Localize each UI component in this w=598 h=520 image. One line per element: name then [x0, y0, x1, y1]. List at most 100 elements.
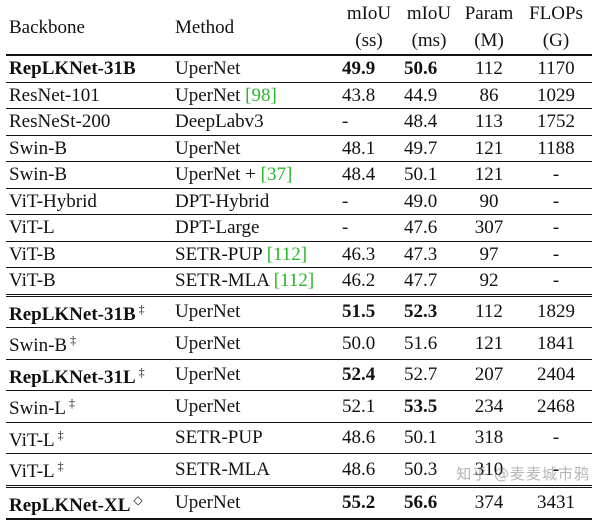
- header-miou-ss-top: mIoU: [346, 3, 392, 24]
- cell-param: 121: [458, 327, 520, 359]
- cell-backbone: Swin-B: [6, 134, 172, 162]
- cell-miou-ss: 48.4: [338, 161, 400, 188]
- method-name: UperNet: [175, 395, 241, 417]
- cell-flops: 1752: [520, 108, 592, 135]
- cell-miou-ss: -: [338, 108, 400, 135]
- table-row: ViT-L ‡ SETR-MLA 48.6 50.3 310-: [6, 453, 592, 486]
- cell-method: SETR-PUP: [172, 421, 338, 454]
- citation-link[interactable]: [112]: [266, 243, 308, 265]
- table-row: ViT-B SETR-PUP [112] 46.3 47.3 97-: [6, 240, 592, 268]
- cell-flops: 2404: [520, 358, 592, 391]
- cell-param: 86: [458, 81, 520, 109]
- cell-method: UperNet: [172, 293, 338, 328]
- backbone-name: Swin-B: [9, 137, 68, 159]
- citation-link[interactable]: [37]: [260, 164, 293, 185]
- cell-backbone: RepLKNet-31B ‡: [6, 293, 172, 328]
- cell-backbone: Swin-L ‡: [6, 390, 172, 422]
- cell-miou-ms: 56.6: [400, 484, 458, 520]
- backbone-name: RepLKNet-XL: [9, 494, 131, 516]
- table-row: ViT-L DPT-Large -47.6 307-: [6, 214, 592, 241]
- cell-backbone: ViT-B: [6, 267, 172, 295]
- citation-link[interactable]: [98]: [245, 84, 277, 106]
- cell-flops: 1029: [520, 81, 592, 109]
- table-row: RepLKNet-31B UperNet 49.9 50.6 112 1170: [6, 54, 592, 82]
- cell-miou-ms: 49.0: [400, 187, 458, 215]
- cell-flops: 1829: [520, 293, 592, 328]
- method-name: DeepLabv3: [175, 111, 264, 132]
- cell-miou-ss: 55.2: [338, 484, 400, 520]
- cell-method: UperNet + [37]: [172, 161, 338, 188]
- cell-flops: 2468: [520, 390, 592, 422]
- cell-param: 121: [458, 134, 520, 162]
- cell-miou-ss: 46.3: [338, 240, 400, 268]
- cell-param: 307: [458, 214, 520, 241]
- table-row: Swin-L ‡ UperNet 52.1 53.5 234 2468: [6, 390, 592, 422]
- header-backbone: Backbone: [9, 16, 85, 38]
- cell-miou-ms: 52.3: [400, 293, 458, 328]
- backbone-name: Swin-B: [9, 164, 68, 185]
- header-param-bottom: (M): [474, 30, 504, 51]
- cell-method: UperNet: [172, 484, 338, 520]
- method-name: DPT-Large: [175, 217, 260, 238]
- method-name: UperNet: [175, 301, 241, 322]
- cell-backbone: ResNet-101: [6, 81, 172, 109]
- cell-miou-ss: 49.9: [338, 54, 400, 82]
- cell-backbone: RepLKNet-XL ◇: [6, 484, 172, 520]
- header-row-bottom: (ss) (ms) (M) (G): [6, 27, 592, 55]
- header-miou-ss-bottom: (ss): [355, 30, 383, 51]
- cell-flops: 1188: [520, 134, 592, 162]
- cell-method: SETR-MLA [112]: [172, 267, 338, 295]
- backbone-name: RepLKNet-31B: [9, 58, 136, 79]
- cell-miou-ss: 52.4: [338, 358, 400, 391]
- cell-flops: -: [520, 240, 592, 268]
- backbone-name: Swin-B: [9, 335, 68, 356]
- cell-method: UperNet: [172, 134, 338, 162]
- table-row: Swin-B ‡ UperNet 50.0 51.6 121 1841: [6, 327, 592, 359]
- table-row: ViT-B SETR-MLA [112] 46.2 47.7 92-: [6, 267, 592, 295]
- cell-miou-ms: 50.3: [400, 453, 458, 486]
- cell-param: 113: [458, 108, 520, 135]
- method-name: UperNet: [175, 137, 241, 159]
- backbone-name: ResNet-101: [9, 84, 100, 106]
- table-row: Swin-B UperNet 48.1 49.7 121 1188: [6, 134, 592, 162]
- cell-method: UperNet: [172, 54, 338, 82]
- citation-link[interactable]: [112]: [273, 270, 315, 291]
- table-row: ViT-L ‡ SETR-PUP 48.6 50.1 318-: [6, 421, 592, 454]
- cell-param: 112: [458, 293, 520, 328]
- header-param-top: Param: [464, 3, 514, 24]
- cell-backbone: ViT-L ‡: [6, 421, 172, 454]
- cell-miou-ms: 47.3: [400, 240, 458, 268]
- method-name: SETR-PUP: [175, 427, 263, 448]
- cell-backbone: ViT-Hybrid: [6, 187, 172, 215]
- table-body: RepLKNet-31B UperNet 49.9 50.6 112 1170 ResNet…: [6, 54, 592, 520]
- cell-method: SETR-MLA: [172, 453, 338, 486]
- backbone-name: Swin-L: [9, 398, 66, 419]
- cell-miou-ms: 52.7: [400, 358, 458, 391]
- cell-backbone: ResNeSt-200: [6, 108, 172, 135]
- header-flops-bottom: (G): [542, 30, 570, 51]
- cell-method: DPT-Large: [172, 214, 338, 241]
- cell-param: 97: [458, 240, 520, 268]
- cell-flops: 1841: [520, 327, 592, 359]
- table-header: Backbone Method mIoU mIoU Param FLOPs (s…: [6, 0, 592, 55]
- results-table-container: Backbone Method mIoU mIoU Param FLOPs (s…: [6, 0, 592, 520]
- table-row: ViT-Hybrid DPT-Hybrid -49.0 90-: [6, 187, 592, 215]
- cell-param: 207: [458, 358, 520, 391]
- method-name: DPT-Hybrid: [175, 190, 270, 212]
- cell-param: 234: [458, 390, 520, 422]
- cell-method: UperNet: [172, 327, 338, 359]
- cell-miou-ss: 50.0: [338, 327, 400, 359]
- cell-miou-ms: 49.7: [400, 134, 458, 162]
- cell-backbone: RepLKNet-31B: [6, 54, 172, 82]
- cell-miou-ms: 48.4: [400, 108, 458, 135]
- cell-backbone: ViT-L ‡: [6, 453, 172, 486]
- cell-backbone: ViT-L: [6, 214, 172, 241]
- method-name: UperNet: [175, 58, 241, 79]
- cell-param: 90: [458, 187, 520, 215]
- cell-param: 112: [458, 54, 520, 82]
- table-row: Swin-B UperNet + [37] 48.4 50.1 121-: [6, 161, 592, 188]
- cell-flops: -: [520, 214, 592, 241]
- method-name: UperNet +: [175, 164, 261, 185]
- cell-backbone: RepLKNet-31L ‡: [6, 358, 172, 391]
- cell-miou-ms: 50.6: [400, 54, 458, 82]
